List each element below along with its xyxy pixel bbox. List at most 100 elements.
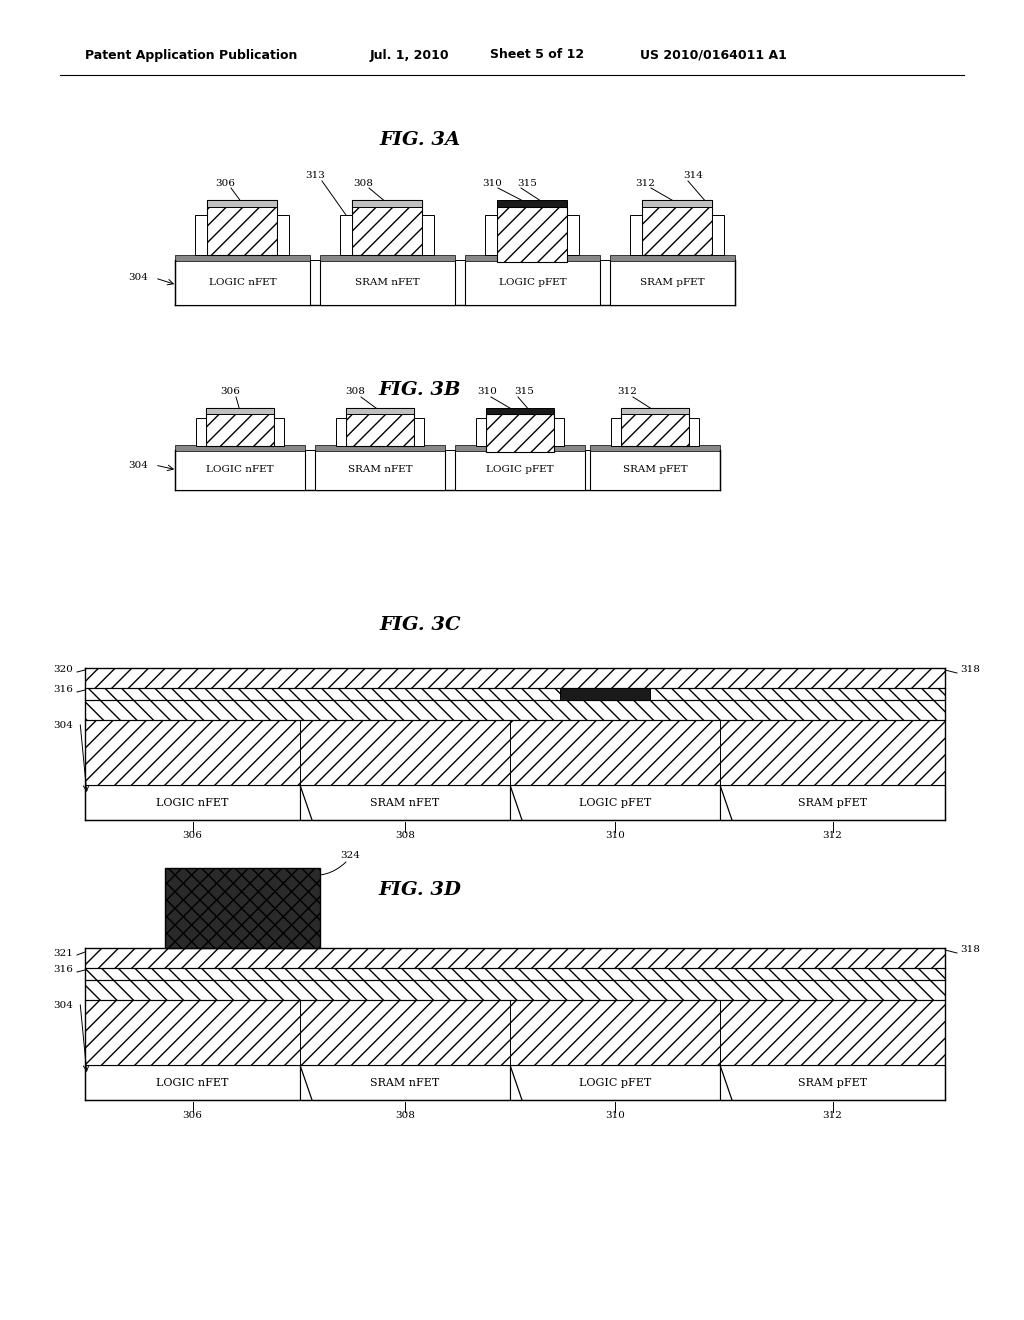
Text: 320: 320 [53, 665, 73, 675]
Text: 304: 304 [53, 1001, 73, 1010]
Bar [590, 450, 720, 490]
Bar [196, 418, 206, 446]
Bar [497, 207, 567, 261]
Text: 308: 308 [345, 388, 365, 396]
Bar [422, 215, 434, 255]
Bar [611, 418, 621, 446]
Text: 312: 312 [617, 388, 637, 396]
Text: 312: 312 [635, 178, 655, 187]
Bar [274, 418, 284, 446]
Text: SRAM pFET: SRAM pFET [623, 466, 687, 474]
Bar [300, 1001, 510, 1065]
Bar [414, 418, 424, 446]
Text: SRAM nFET: SRAM nFET [355, 279, 420, 286]
Bar [85, 1065, 300, 1100]
Bar [85, 688, 945, 700]
Bar [195, 215, 207, 255]
Bar [278, 215, 289, 255]
Text: 314: 314 [683, 170, 702, 180]
Bar [206, 408, 274, 446]
Bar [300, 719, 510, 785]
Bar [476, 418, 486, 446]
Bar [510, 1001, 720, 1065]
Text: 321: 321 [53, 949, 73, 957]
Bar [85, 968, 945, 979]
Bar [300, 1065, 510, 1100]
Bar [85, 948, 945, 968]
Text: 310: 310 [605, 1110, 625, 1119]
Text: 306: 306 [215, 178, 234, 187]
Bar [207, 201, 278, 255]
Bar [486, 408, 554, 414]
Bar [485, 215, 497, 255]
Bar [315, 445, 445, 451]
Bar [510, 785, 720, 820]
Text: 304: 304 [53, 721, 73, 730]
Bar [610, 260, 735, 305]
Text: 304: 304 [128, 461, 148, 470]
Bar [346, 408, 414, 446]
Text: 308: 308 [395, 1110, 415, 1119]
Bar [340, 215, 352, 255]
Bar [319, 260, 455, 305]
Text: 316: 316 [53, 965, 73, 974]
Text: LOGIC nFET: LOGIC nFET [157, 797, 228, 808]
Bar [567, 215, 579, 255]
Text: LOGIC nFET: LOGIC nFET [206, 466, 273, 474]
Bar [621, 408, 689, 446]
Bar [175, 260, 310, 305]
Text: 310: 310 [477, 388, 497, 396]
Bar [465, 260, 600, 305]
Text: LOGIC pFET: LOGIC pFET [486, 466, 554, 474]
Text: LOGIC nFET: LOGIC nFET [209, 279, 276, 286]
Bar [175, 445, 305, 451]
Text: FIG. 3A: FIG. 3A [380, 131, 461, 149]
Bar [510, 719, 720, 785]
Bar [455, 445, 585, 451]
Bar [85, 700, 945, 719]
Bar [85, 668, 945, 688]
Bar [336, 418, 346, 446]
Bar [346, 408, 414, 414]
Bar [510, 1065, 720, 1100]
Text: LOGIC pFET: LOGIC pFET [579, 1077, 651, 1088]
Bar [85, 1001, 300, 1065]
Bar [206, 408, 274, 414]
Text: 306: 306 [220, 388, 240, 396]
Text: LOGIC pFET: LOGIC pFET [499, 279, 566, 286]
Bar [315, 450, 445, 490]
Bar [207, 201, 278, 207]
Bar [642, 201, 712, 207]
Bar [720, 785, 945, 820]
Bar [300, 785, 510, 820]
Text: 310: 310 [482, 178, 502, 187]
Text: 310: 310 [605, 830, 625, 840]
Text: 306: 306 [182, 1110, 203, 1119]
Bar [712, 215, 724, 255]
Bar [610, 255, 735, 261]
Bar [642, 201, 712, 255]
Bar [554, 418, 564, 446]
Text: 313: 313 [305, 170, 325, 180]
Bar [720, 1001, 945, 1065]
Text: FIG. 3C: FIG. 3C [379, 616, 461, 634]
Text: 315: 315 [517, 178, 537, 187]
Bar [590, 445, 720, 451]
Bar [486, 414, 554, 451]
Text: Patent Application Publication: Patent Application Publication [85, 49, 297, 62]
Text: 308: 308 [353, 178, 373, 187]
Bar [497, 201, 567, 207]
Text: FIG. 3B: FIG. 3B [379, 381, 461, 399]
Bar [85, 785, 300, 820]
Bar [689, 418, 699, 446]
Bar [560, 688, 650, 700]
Bar [352, 201, 422, 255]
Text: US 2010/0164011 A1: US 2010/0164011 A1 [640, 49, 786, 62]
Text: 315: 315 [514, 388, 534, 396]
Bar [352, 201, 422, 207]
Bar [465, 255, 600, 261]
Bar [630, 215, 642, 255]
Text: 312: 312 [822, 830, 843, 840]
Bar [85, 979, 945, 1001]
Bar [720, 1065, 945, 1100]
